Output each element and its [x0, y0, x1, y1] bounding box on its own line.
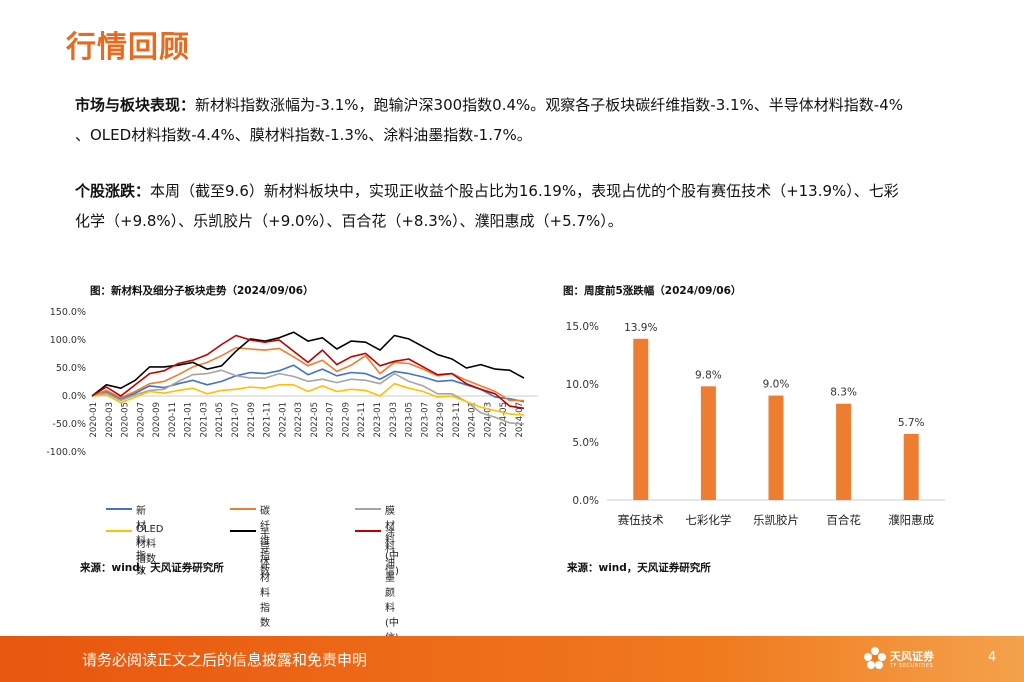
y-tick-label: 150.0%	[50, 307, 86, 318]
flower-logo-icon	[864, 647, 886, 669]
left-figure-source: 来源：wind，天风证券研究所	[80, 562, 224, 574]
page-title: 行情回顾	[66, 30, 190, 65]
market-label: 市场与板块表现：	[75, 96, 196, 114]
x-tick-label: 2021-09	[247, 402, 257, 438]
legend-swatch	[230, 508, 256, 510]
x-tick-label: 2024-03	[483, 402, 493, 438]
x-tick-label: 2023-05	[405, 402, 415, 438]
x-tick-label: 2020-03	[105, 402, 115, 438]
market-line2: 、OLED材料指数-4.4%、膜材料指数-1.3%、涂料油墨指数-1.7%。	[75, 126, 532, 144]
x-tick-label: 2022-09	[341, 402, 351, 438]
y-tick-label: 5.0%	[572, 437, 599, 449]
legend-label: 涂料油墨颜料(中信)	[385, 528, 399, 644]
x-tick-label: 2022-11	[357, 402, 367, 438]
y-tick-label: 10.0%	[566, 379, 599, 391]
legend-swatch	[106, 508, 132, 510]
stocks-label: 个股涨跌：	[75, 182, 151, 200]
legend-swatch	[355, 530, 381, 532]
tf-securities-logo: 天风证券 TF SECURITIES	[862, 645, 942, 675]
x-tick-label: 2022-05	[310, 402, 320, 438]
x-tick-label: 2022-07	[326, 402, 336, 438]
left-figure-title: 图：新材料及细分子板块走势（2024/09/06）	[90, 285, 314, 297]
category-label: 濮阳惠成	[888, 513, 934, 527]
right-figure-source: 来源：wind，天风证券研究所	[567, 562, 711, 574]
bar	[700, 386, 716, 500]
x-tick-label: 2021-11	[263, 402, 273, 438]
stocks-paragraph: 个股涨跌：本周（截至9.6）新材料板块中，实现正收益个股占比为16.19%，表现…	[75, 176, 965, 236]
line-chart: 150.0%100.0%50.0%0.0%-50.0%-100.0%2020-0…	[46, 307, 538, 458]
x-tick-label: 2020-05	[121, 402, 131, 438]
x-tick-label: 2020-07	[136, 402, 146, 438]
series-line	[91, 364, 525, 403]
bar	[633, 338, 649, 500]
logo-en-text: TF SECURITIES	[890, 663, 934, 669]
x-tick-label: 2022-01	[278, 402, 288, 438]
x-tick-label: 2024-01	[468, 402, 478, 438]
category-label: 赛伍技术	[618, 513, 664, 527]
bar	[903, 433, 919, 500]
legend-label: 半导体材料指数	[260, 528, 270, 629]
stocks-line1: 本周（截至9.6）新材料板块中，实现正收益个股占比为16.19%，表现占优的个股…	[150, 182, 899, 200]
x-tick-label: 2022-03	[294, 402, 304, 438]
bar-value-label: 9.8%	[695, 369, 722, 381]
category-label: 百合花	[826, 513, 861, 527]
market-line1: 新材料指数涨幅为-3.1%，跑输沪深300指数0.4%。观察各子板块碳纤维指数-…	[195, 96, 904, 114]
x-tick-label: 2024-05	[499, 402, 509, 438]
bar-value-label: 8.3%	[830, 387, 857, 399]
x-tick-label: 2021-07	[231, 402, 241, 438]
y-tick-label: 15.0%	[566, 321, 599, 333]
y-tick-label: 0.0%	[62, 391, 86, 402]
y-tick-label: 50.0%	[56, 363, 86, 374]
series-line	[91, 382, 525, 416]
legend-label: OLED材料指数	[136, 524, 164, 565]
logo-cn-text: 天风证券	[890, 650, 934, 663]
x-tick-label: 2020-11	[168, 402, 178, 438]
x-tick-label: 2023-07	[420, 402, 430, 438]
category-label: 乐凯胶片	[753, 513, 799, 527]
bar-value-label: 5.7%	[898, 417, 925, 429]
bar	[768, 395, 784, 500]
series-line	[91, 369, 525, 425]
x-tick-label: 2024-07	[515, 402, 525, 438]
legend-swatch	[106, 530, 132, 532]
legend-label: 碳纤维指数	[260, 506, 270, 577]
market-paragraph: 市场与板块表现：新材料指数涨幅为-3.1%，跑输沪深300指数0.4%。观察各子…	[75, 90, 965, 150]
legend-label: 膜材料(中信)	[385, 506, 399, 577]
page-number: 4	[988, 650, 997, 665]
x-tick-label: 2023-11	[452, 402, 462, 438]
series-line	[91, 331, 525, 397]
y-tick-label: 100.0%	[50, 335, 86, 346]
series-line	[91, 334, 525, 410]
bar-value-label: 13.9%	[624, 322, 657, 334]
x-tick-label: 2021-05	[215, 402, 225, 438]
y-tick-label: -100.0%	[46, 447, 86, 458]
x-tick-label: 2023-03	[389, 402, 399, 438]
x-tick-label: 2020-09	[152, 402, 162, 438]
x-tick-label: 2023-01	[373, 402, 383, 438]
bar-value-label: 9.0%	[763, 379, 790, 391]
footer-bar: 请务必阅读正文之后的信息披露和免责申明 天风证券 TF SECURITIES 4	[0, 636, 1024, 682]
x-tick-label: 2021-03	[199, 402, 209, 438]
disclaimer-text: 请务必阅读正文之后的信息披露和免责申明	[82, 651, 368, 669]
x-tick-label: 2021-01	[184, 402, 194, 438]
x-tick-label: 2023-09	[436, 402, 446, 438]
legend-label: 新材料指数	[136, 506, 146, 577]
legend-swatch	[230, 530, 256, 532]
bar-chart: 15.0% 10.0% 5.0% 0.0% 13.9% 赛伍技术 9.8% 七彩化学 9.0% 乐…	[566, 321, 945, 527]
bar	[836, 403, 852, 500]
x-tick-label: 2020-01	[89, 402, 99, 438]
right-figure-title: 图：周度前5涨跌幅（2024/09/06）	[563, 285, 742, 297]
category-label: 七彩化学	[685, 513, 731, 527]
y-tick-label: -50.0%	[52, 419, 86, 430]
y-tick-label: 0.0%	[572, 495, 599, 507]
legend-swatch	[355, 508, 381, 510]
stocks-line2: 化学（+9.8%）、乐凯胶片（+9.0%）、百合花（+8.3%）、濮阳惠成（+5…	[75, 212, 623, 230]
